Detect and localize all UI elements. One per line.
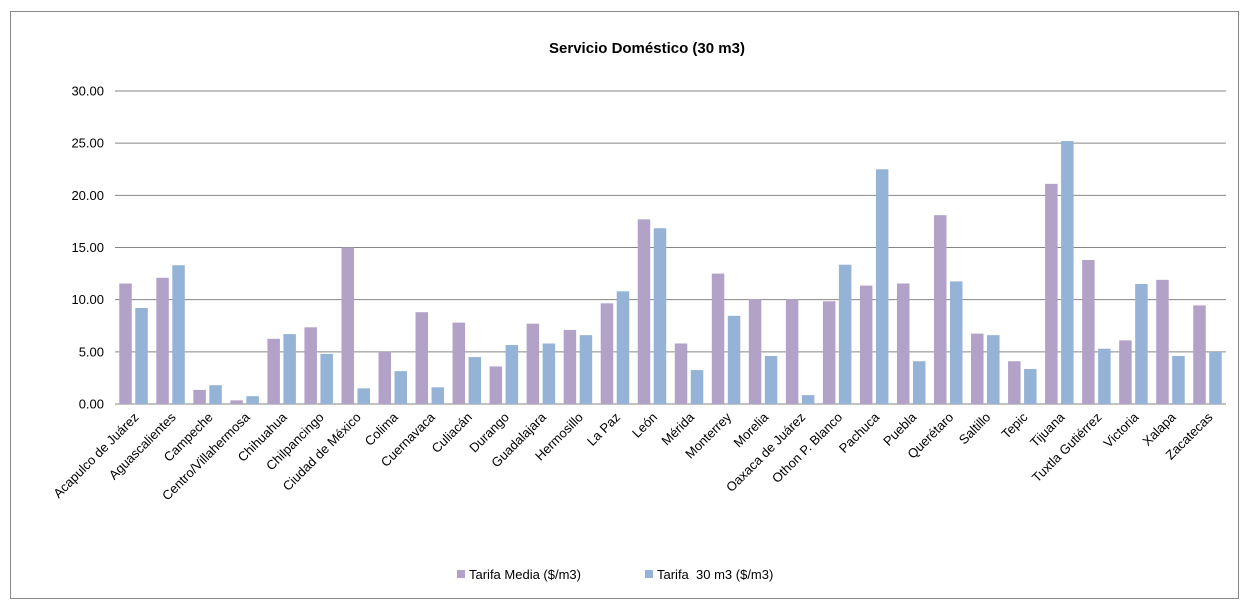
bar-tarifa-media [674, 343, 688, 404]
bar-tarifa-media [1008, 361, 1021, 404]
bar-tarifa-media [193, 389, 206, 404]
chart-title: Servicio Doméstico (30 m3) [549, 40, 745, 57]
x-tick-label: Victoria [1100, 409, 1142, 451]
bar-tarifa-media [1119, 340, 1132, 404]
bar-tarifa-30m3 [727, 315, 741, 404]
bar-tarifa-30m3 [542, 343, 556, 404]
bar-tarifa-media [859, 285, 873, 404]
bar-tarifa-media [637, 219, 651, 404]
gridlines [115, 90, 1226, 405]
bar-tarifa-media [304, 327, 317, 404]
bars [119, 141, 1222, 404]
bar-tarifa-30m3 [431, 387, 445, 404]
bar-tarifa-media [971, 333, 984, 404]
bar-tarifa-media [1082, 260, 1095, 404]
bar-tarifa-30m3 [1061, 141, 1074, 404]
bar-tarifa-30m3 [505, 345, 519, 404]
bar-tarifa-30m3 [246, 396, 259, 404]
bar-tarifa-30m3 [875, 169, 889, 404]
y-tick-label: 30.00 [71, 84, 104, 99]
bar-tarifa-media [489, 366, 503, 404]
bar-tarifa-30m3 [1098, 348, 1111, 404]
bar-tarifa-30m3 [1135, 284, 1148, 404]
bar-tarifa-media [896, 283, 910, 404]
bar-tarifa-media [230, 400, 243, 404]
bar-tarifa-30m3 [468, 357, 482, 404]
legend-swatch [457, 570, 465, 578]
bar-tarifa-media [785, 299, 799, 404]
bar-tarifa-media [267, 338, 280, 404]
bar-tarifa-media [119, 283, 132, 404]
bar-tarifa-media [1156, 279, 1169, 404]
bar-tarifa-30m3 [801, 395, 815, 404]
bar-tarifa-30m3 [1209, 351, 1222, 404]
bar-tarifa-media [415, 312, 429, 404]
bar-tarifa-30m3 [912, 361, 926, 404]
bar-tarifa-30m3 [838, 264, 852, 404]
bar-tarifa-30m3 [1172, 356, 1185, 404]
y-tick-label: 25.00 [71, 136, 104, 151]
bar-tarifa-30m3 [950, 281, 963, 404]
y-axis: 0.00 5.00 10.00 15.00 20.00 25.00 30.00 [71, 84, 104, 412]
bar-tarifa-media [378, 351, 391, 404]
bar-tarifa-30m3 [653, 228, 667, 404]
chart-frame: Servicio Doméstico (30 m3) 0.00 5.00 10.00… [10, 11, 1239, 599]
bar-tarifa-media [934, 215, 947, 404]
legend-label: Tarifa Media ($/m3) [469, 567, 581, 582]
bar-tarifa-media [156, 277, 169, 404]
bar-tarifa-media [1045, 183, 1058, 404]
bar-tarifa-media [452, 322, 466, 404]
bar-tarifa-media [1193, 305, 1206, 404]
y-tick-label: 15.00 [71, 240, 104, 255]
bar-tarifa-30m3 [172, 265, 185, 404]
bar-tarifa-media [711, 273, 725, 404]
bar-tarifa-30m3 [209, 385, 222, 404]
bar-chart: Servicio Doméstico (30 m3) 0.00 5.00 10.00… [50, 40, 1226, 582]
x-axis: Acapulco de JuárezAguascalientesCampeche… [50, 409, 1216, 503]
bar-tarifa-media [341, 247, 354, 404]
y-tick-label: 0.00 [79, 397, 104, 412]
x-tick-label: La Paz [584, 410, 623, 449]
legend-label: Tarifa 30 m3 ($/m3) [657, 567, 773, 582]
bar-tarifa-30m3 [764, 356, 778, 404]
bar-tarifa-media [822, 301, 836, 404]
legend: Tarifa Media ($/m3) Tarifa 30 m3 ($/m3) [457, 567, 773, 582]
bar-tarifa-30m3 [283, 334, 296, 404]
x-tick-label: Tepic [998, 409, 1030, 441]
bar-tarifa-30m3 [394, 371, 407, 404]
bar-tarifa-30m3 [690, 370, 704, 404]
x-tick-label: Culiacán [429, 410, 475, 456]
y-tick-label: 10.00 [71, 292, 104, 307]
y-tick-label: 5.00 [79, 344, 104, 359]
bar-tarifa-media [748, 299, 762, 404]
legend-swatch [645, 570, 653, 578]
bar-tarifa-30m3 [135, 308, 148, 404]
bar-tarifa-30m3 [1024, 369, 1037, 404]
bar-tarifa-30m3 [987, 335, 1000, 404]
bar-tarifa-media [526, 323, 540, 404]
x-tick-label: León [629, 410, 660, 441]
bar-tarifa-30m3 [320, 353, 333, 404]
y-tick-label: 20.00 [71, 188, 104, 203]
bar-tarifa-media [600, 303, 614, 404]
x-tick-label: Pachuca [836, 409, 883, 456]
x-tick-label: Saltillo [956, 410, 994, 448]
bar-tarifa-30m3 [357, 388, 370, 404]
bar-tarifa-30m3 [579, 335, 593, 404]
bar-tarifa-media [563, 329, 577, 404]
bar-tarifa-30m3 [616, 291, 630, 404]
